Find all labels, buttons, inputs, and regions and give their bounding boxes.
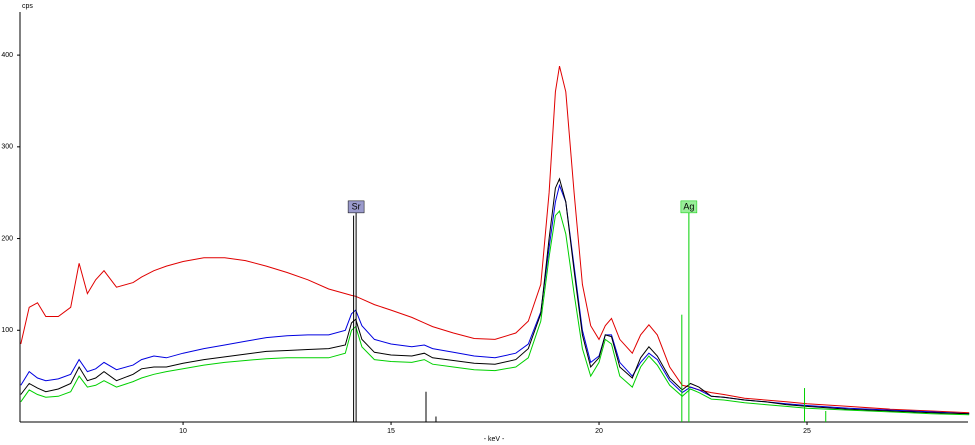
x-tick-label: 10 (179, 428, 187, 435)
y-tick-label: 100 (1, 327, 13, 334)
x-tick-label: 15 (387, 428, 395, 435)
y-tick-label: 200 (1, 235, 13, 242)
element-marker: Sr (347, 200, 365, 422)
x-axis-label: - keV - (484, 436, 505, 443)
spectrum-line (20, 65, 970, 414)
y-tick-label: 300 (1, 144, 13, 151)
spectrum-line (20, 209, 970, 416)
marker-box (347, 200, 365, 214)
x-tick-label: 20 (595, 428, 603, 435)
marker-label: Ag (683, 202, 694, 212)
spectrum-line (20, 177, 970, 415)
element-marker: Ag (680, 200, 698, 422)
marker-label: Sr (352, 202, 361, 212)
y-tick-label: 400 (1, 52, 13, 59)
spectrum-line (20, 183, 970, 415)
x-tick-label: 25 (803, 428, 811, 435)
y-axis-label: cps (22, 3, 33, 10)
marker-box (680, 200, 698, 214)
